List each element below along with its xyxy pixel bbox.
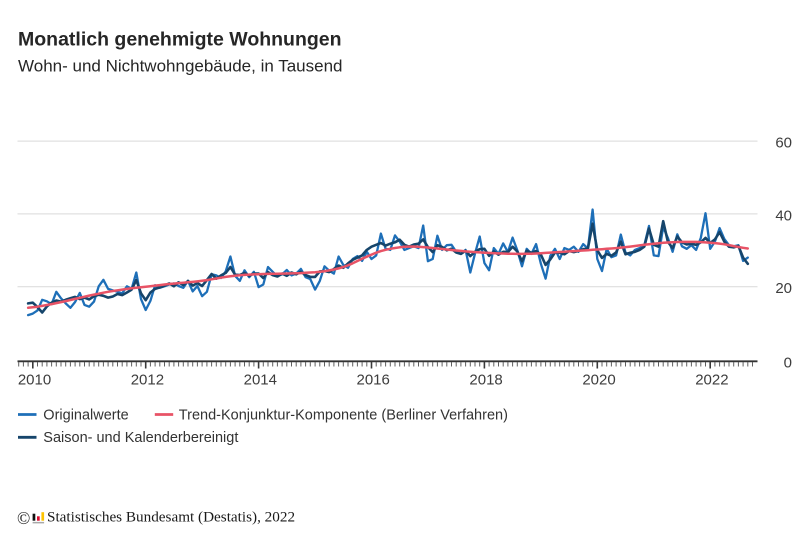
svg-text:2012: 2012 [131, 372, 164, 389]
svg-text:Saison- und Kalenderbereinigt: Saison- und Kalenderbereinigt [43, 430, 238, 446]
svg-text:2014: 2014 [244, 372, 277, 389]
svg-text:Statistisches Bundesamt (Desta: Statistisches Bundesamt (Destatis), 2022 [47, 509, 295, 526]
svg-text:2010: 2010 [18, 372, 51, 389]
svg-text:60: 60 [775, 135, 792, 152]
svg-text:2016: 2016 [357, 372, 390, 389]
svg-text:Originalwerte: Originalwerte [43, 407, 128, 423]
svg-text:0: 0 [784, 355, 792, 372]
svg-text:2022: 2022 [695, 372, 728, 389]
svg-text:40: 40 [775, 207, 792, 224]
svg-text:Monatlich genehmigte Wohnungen: Monatlich genehmigte Wohnungen [18, 29, 342, 51]
svg-text:©: © [17, 508, 30, 528]
svg-text:2020: 2020 [582, 372, 615, 389]
svg-text:20: 20 [775, 280, 792, 297]
svg-text:2018: 2018 [469, 372, 502, 389]
svg-text:Trend-Konjunktur-Komponente (B: Trend-Konjunktur-Komponente (Berliner Ve… [179, 407, 508, 423]
svg-text:Wohn- und Nichtwohngebäude, in: Wohn- und Nichtwohngebäude, in Tausend [18, 57, 343, 76]
